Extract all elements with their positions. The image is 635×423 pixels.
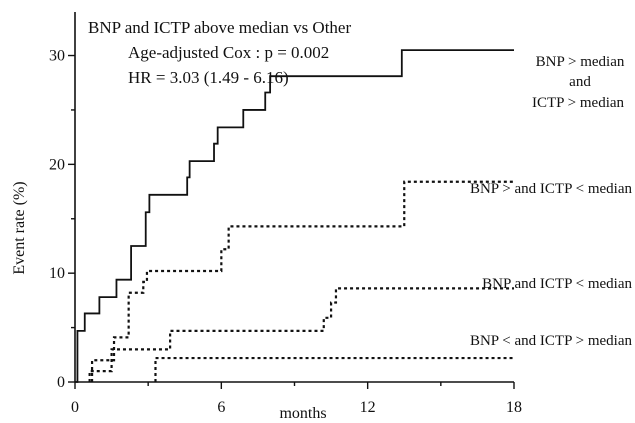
x-tick-label: 18 — [506, 399, 522, 416]
annotation-cox-p: Age-adjusted Cox : p = 0.002 — [128, 43, 329, 62]
y-axis-title: Event rate (%) — [11, 181, 28, 274]
x-tick-label: 0 — [71, 399, 79, 416]
series-bnp-high-ictp-high — [75, 49, 514, 383]
series-label-bnp-high-ictp-high-line1: BNP > median — [536, 54, 625, 70]
x-tick-label: 6 — [217, 399, 225, 416]
x-tick-label: 12 — [360, 399, 376, 416]
y-tick-label: 0 — [57, 374, 65, 391]
axes: 0 10 20 30 0 6 12 18 — [49, 12, 522, 416]
series-bnp-low-ictp-low — [88, 287, 514, 382]
series-label-bnp-high-ictp-high-line3: ICTP > median — [532, 95, 625, 111]
x-axis-title: months — [279, 405, 326, 422]
series-label-bnp-low-ictp-high: BNP < and ICTP > median — [470, 333, 633, 349]
annotation-hr: HR = 3.03 (1.49 - 6.16) — [128, 68, 289, 87]
y-tick-label: 10 — [49, 265, 65, 282]
y-tick-label: 30 — [49, 48, 65, 65]
series-label-bnp-high-ictp-high-line2: and — [569, 74, 591, 90]
series-layer — [75, 49, 514, 383]
series-bnp-low-ictp-high — [154, 356, 514, 382]
series-label-bnp-high-ictp-low: BNP > and ICTP < median — [470, 181, 633, 197]
series-bnp-high-ictp-low — [90, 180, 514, 382]
series-label-bnp-low-ictp-low: BNP and ICTP < median — [482, 276, 632, 292]
annotation-title: BNP and ICTP above median vs Other — [88, 18, 351, 37]
y-tick-label: 20 — [49, 156, 65, 173]
